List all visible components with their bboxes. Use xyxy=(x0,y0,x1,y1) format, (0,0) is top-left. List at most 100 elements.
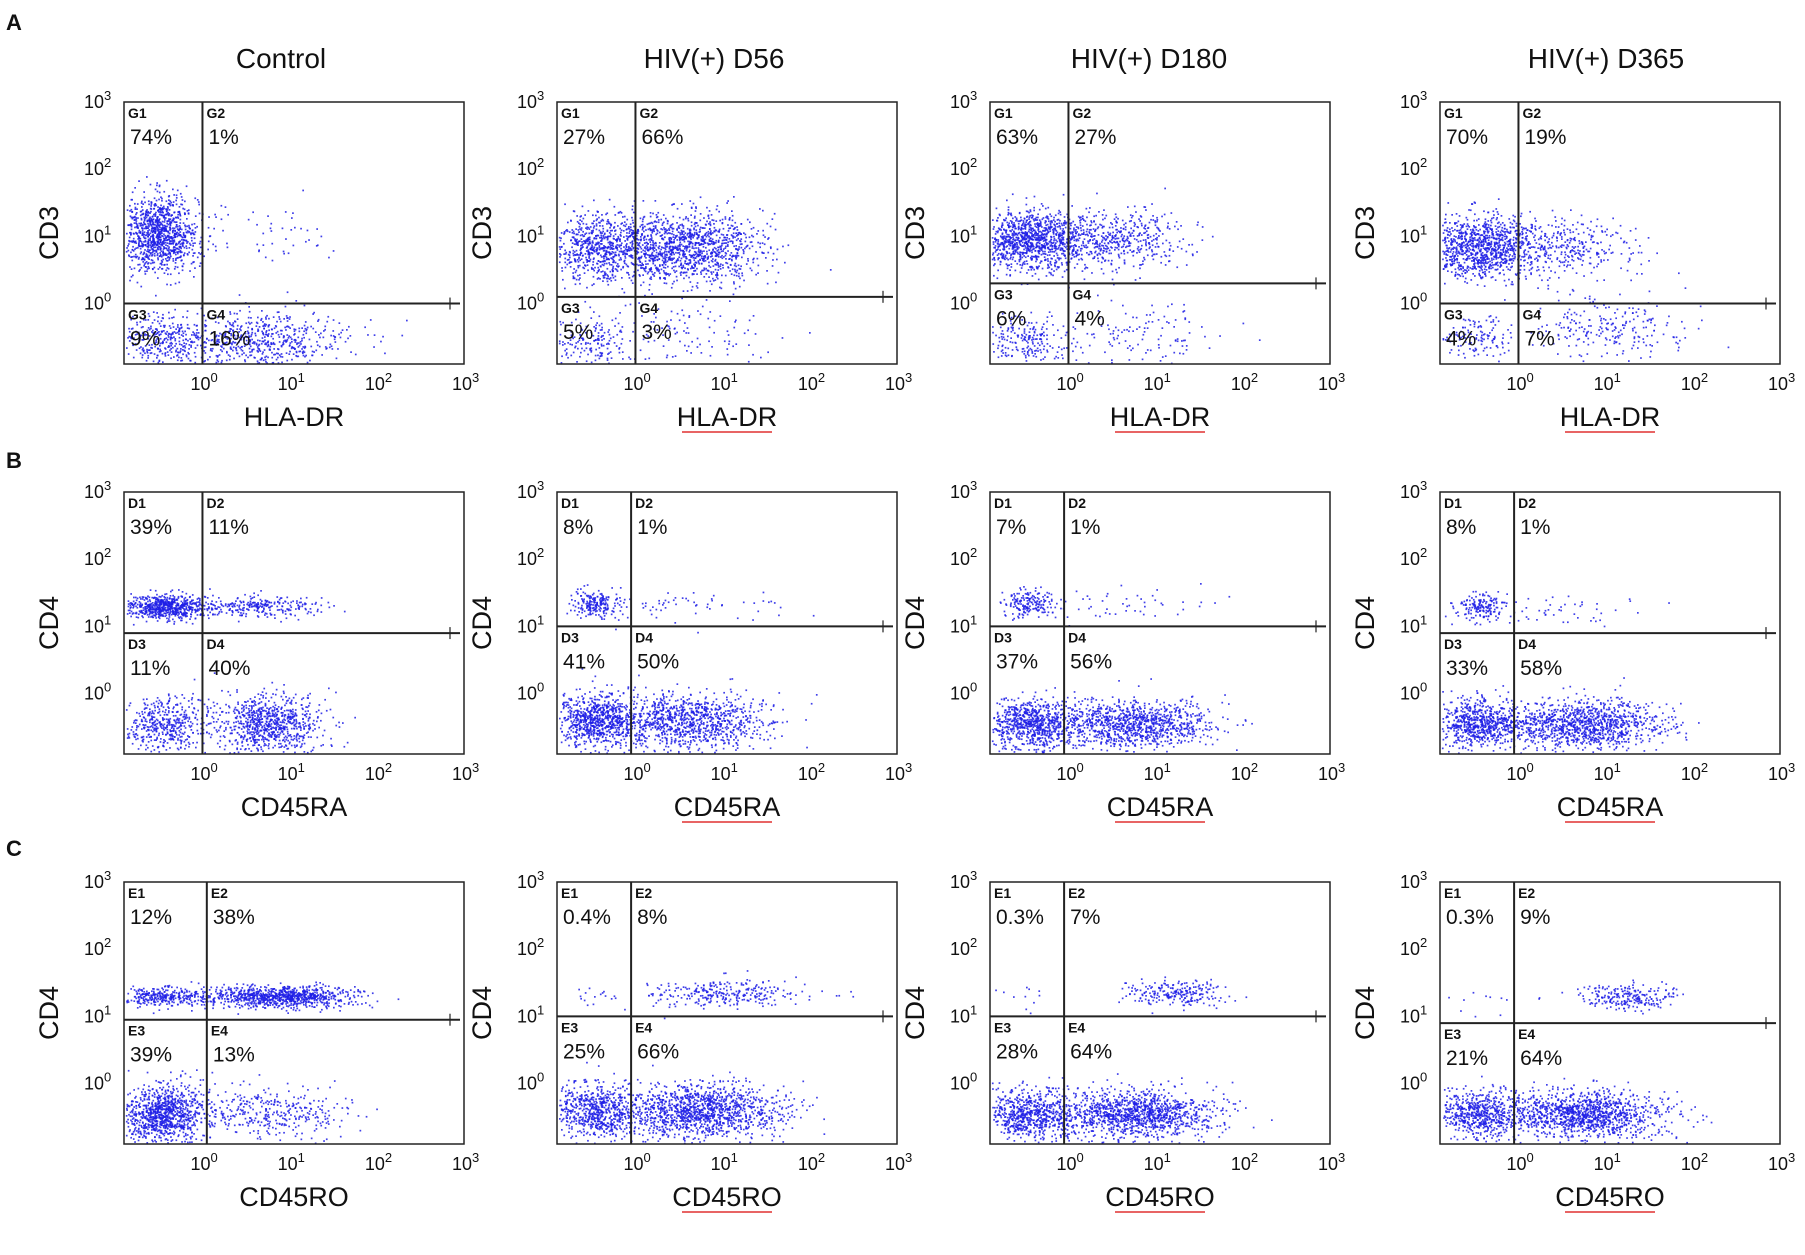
event-point xyxy=(712,265,715,267)
event-point xyxy=(178,256,181,259)
event-point xyxy=(241,353,243,356)
event-point xyxy=(156,220,158,223)
y-tick-label: 101 xyxy=(84,222,111,246)
event-point xyxy=(332,319,335,321)
event-point xyxy=(766,270,768,272)
event-point xyxy=(759,208,761,210)
event-point xyxy=(132,240,135,243)
event-point xyxy=(257,347,260,350)
event-point xyxy=(1006,221,1009,224)
event-point xyxy=(318,345,321,348)
event-point xyxy=(199,240,202,243)
event-point xyxy=(1004,254,1007,257)
event-point xyxy=(581,241,583,243)
event-point xyxy=(1068,240,1071,242)
event-point xyxy=(1018,240,1021,242)
event-point xyxy=(586,240,588,242)
event-point xyxy=(1071,252,1073,254)
event-point xyxy=(265,331,267,333)
event-point xyxy=(1054,259,1057,262)
event-point xyxy=(156,332,159,334)
event-point xyxy=(235,346,237,349)
event-point xyxy=(167,273,169,276)
event-point xyxy=(149,253,152,255)
event-point xyxy=(624,248,627,250)
event-point xyxy=(673,280,675,283)
event-point xyxy=(580,351,582,354)
event-point xyxy=(1020,216,1022,219)
event-point xyxy=(649,257,652,260)
event-point xyxy=(717,253,720,256)
event-point xyxy=(631,254,634,257)
event-point xyxy=(720,287,723,290)
event-point xyxy=(236,352,239,355)
event-point xyxy=(144,240,147,243)
event-point xyxy=(1017,228,1020,231)
event-point xyxy=(571,336,573,339)
event-point xyxy=(1014,232,1016,235)
event-point xyxy=(312,327,315,330)
event-point xyxy=(293,347,295,349)
event-point xyxy=(302,346,305,348)
event-point xyxy=(1080,229,1083,232)
event-point xyxy=(666,229,669,232)
event-point xyxy=(588,236,591,239)
event-point xyxy=(176,225,179,228)
event-point xyxy=(141,206,143,208)
event-point xyxy=(1021,231,1023,234)
event-point xyxy=(644,358,647,360)
event-point xyxy=(567,221,569,224)
event-point xyxy=(168,235,170,238)
event-point xyxy=(300,227,302,230)
event-point xyxy=(660,254,663,257)
event-point xyxy=(619,312,621,314)
event-point xyxy=(199,246,202,249)
event-point xyxy=(710,242,713,245)
event-point xyxy=(708,240,711,242)
event-point xyxy=(665,217,667,220)
event-point xyxy=(240,329,242,332)
event-point xyxy=(153,204,156,206)
event-point xyxy=(324,325,327,328)
event-point xyxy=(172,260,175,262)
event-point xyxy=(585,325,588,328)
event-point xyxy=(599,254,602,257)
event-point xyxy=(216,340,218,343)
event-point xyxy=(601,326,603,329)
event-point xyxy=(693,231,696,234)
event-point xyxy=(264,343,266,345)
event-point xyxy=(1015,249,1018,251)
event-point xyxy=(595,339,597,341)
event-point xyxy=(258,249,260,252)
event-point xyxy=(662,334,664,336)
event-point xyxy=(610,223,613,226)
event-point xyxy=(200,307,203,310)
event-point xyxy=(179,214,182,217)
event-point xyxy=(735,265,738,268)
event-point xyxy=(280,333,283,335)
event-point xyxy=(1001,224,1004,226)
event-point xyxy=(1027,223,1029,226)
event-point xyxy=(156,354,159,357)
event-point xyxy=(140,202,143,204)
event-point xyxy=(594,266,596,269)
event-point xyxy=(671,282,674,285)
event-point xyxy=(721,254,723,257)
event-point xyxy=(136,225,139,227)
event-point xyxy=(697,260,700,262)
event-point xyxy=(710,283,713,286)
event-point xyxy=(715,247,717,250)
event-point xyxy=(211,347,214,350)
event-point xyxy=(625,263,628,266)
event-point xyxy=(158,239,161,241)
event-point xyxy=(1038,219,1041,221)
event-point xyxy=(585,341,587,344)
event-point xyxy=(291,340,293,343)
event-cloud xyxy=(125,176,408,365)
event-point xyxy=(1055,252,1058,255)
event-point xyxy=(1021,224,1024,226)
event-point xyxy=(1022,261,1025,264)
event-point xyxy=(157,316,160,318)
event-point xyxy=(333,336,336,338)
event-point xyxy=(674,332,677,335)
